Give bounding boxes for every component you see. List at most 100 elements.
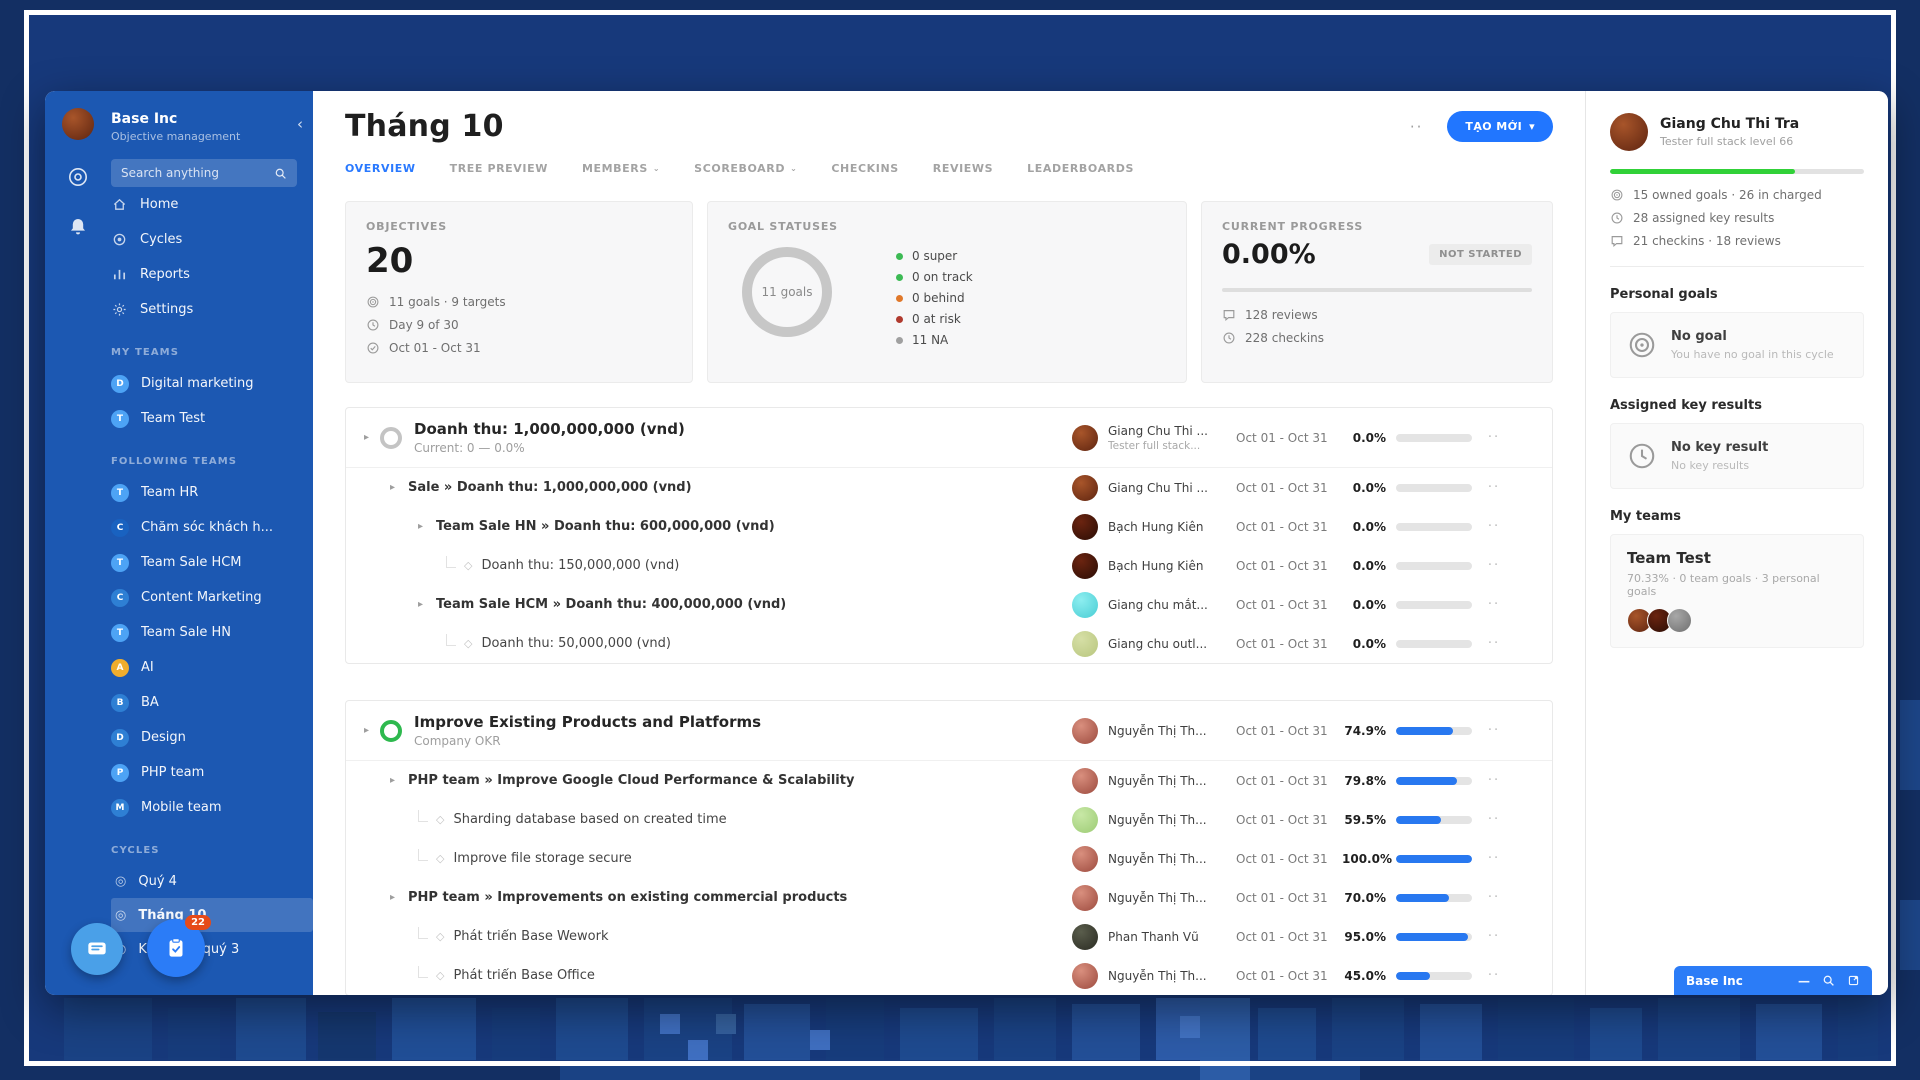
- background-block: [1900, 900, 1920, 970]
- search-input[interactable]: Search anything: [111, 159, 297, 187]
- sidebar-cycle-item[interactable]: ◎ Tháng 10: [111, 898, 313, 932]
- base-inc-dock[interactable]: Base Inc —: [1674, 966, 1872, 995]
- sidebar-team-item[interactable]: C Chăm sóc khách h...: [111, 510, 297, 545]
- goal-row[interactable]: ▸ PHP team » Improvements on existing com…: [346, 878, 1552, 917]
- progress-percent: 74.9%: [1344, 723, 1386, 738]
- row-menu-icon[interactable]: ··: [1487, 929, 1501, 944]
- row-menu-icon[interactable]: ··: [1487, 773, 1501, 788]
- sidebar-item-reports[interactable]: Reports: [111, 257, 297, 292]
- sidebar-menu: Base Inc Objective management ‹ Search a…: [111, 91, 313, 995]
- tab-leaderboards[interactable]: LEADERBOARDS: [1027, 162, 1134, 175]
- minimize-icon[interactable]: —: [1798, 973, 1810, 988]
- legend-item: 0 at risk: [896, 312, 973, 326]
- clock-icon: [1629, 443, 1655, 469]
- key-result-row[interactable]: ◇ Improve file storage secure Nguyễn Thị T…: [346, 839, 1552, 878]
- goal-row[interactable]: ▸ PHP team » Improve Google Cloud Perform…: [346, 761, 1552, 800]
- progress-percent: 0.0%: [1352, 519, 1386, 534]
- stat-row: Oct 01 - Oct 31: [366, 341, 672, 355]
- goal-row[interactable]: ▸ Team Sale HN » Doanh thu: 600,000,000 (…: [346, 507, 1552, 546]
- expand-arrow-icon[interactable]: ▸: [364, 432, 370, 443]
- sidebar-team-item[interactable]: T Team Test: [111, 401, 297, 436]
- team-member-avatars: [1627, 608, 1847, 633]
- user-avatar[interactable]: [1610, 113, 1648, 151]
- row-menu-icon[interactable]: ··: [1487, 812, 1501, 827]
- sidebar-cycle-item[interactable]: ◎Kế hoạch quý 3: [111, 932, 313, 966]
- row-menu-icon[interactable]: ··: [1487, 851, 1501, 866]
- key-result-row[interactable]: ◇ Doanh thu: 50,000,000 (vnd) Giang chu ou…: [346, 624, 1552, 663]
- goal-row[interactable]: ▸ Sale » Doanh thu: 1,000,000,000 (vnd) Gi…: [346, 468, 1552, 507]
- key-result-row[interactable]: ◇ Sharding database based on created time…: [346, 800, 1552, 839]
- expand-arrow-icon[interactable]: ▸: [390, 775, 396, 786]
- expand-arrow-icon[interactable]: ▸: [418, 599, 424, 610]
- expand-arrow-icon[interactable]: ▸: [418, 521, 424, 532]
- team-badge: B: [111, 693, 129, 712]
- tab-checkins[interactable]: CHECKINS: [831, 162, 898, 175]
- tab-members[interactable]: MEMBERS ⌄: [582, 162, 660, 175]
- expand-arrow-icon[interactable]: ▸: [364, 725, 370, 736]
- team-name: Team Test: [1627, 549, 1711, 567]
- background-block: [1332, 998, 1404, 1060]
- sidebar-item-home[interactable]: Home: [111, 187, 297, 222]
- sidebar-item-cycles[interactable]: Cycles: [111, 222, 297, 257]
- sidebar-team-item[interactable]: T Team Sale HCM: [111, 545, 297, 580]
- sidebar-team-item[interactable]: T Team HR: [111, 475, 297, 510]
- open-external-icon[interactable]: [1847, 974, 1860, 987]
- key-result-title: Phát triển Base Office: [453, 968, 595, 983]
- progress-percent: 59.5%: [1344, 812, 1386, 827]
- sidebar-item-settings[interactable]: Settings: [111, 292, 297, 327]
- chat-button[interactable]: [71, 923, 123, 975]
- sidebar-team-item[interactable]: P PHP team: [111, 755, 297, 790]
- notifications-bell-icon[interactable]: [67, 216, 89, 238]
- key-result-row[interactable]: ◇ Doanh thu: 150,000,000 (vnd) Bạch Hung K…: [346, 546, 1552, 585]
- row-menu-icon[interactable]: ··: [1487, 519, 1501, 534]
- org-name: Base Inc: [111, 111, 178, 127]
- sidebar-team-item[interactable]: M Mobile team: [111, 790, 297, 825]
- personal-goals-empty-card: No goal You have no goal in this cycle: [1610, 312, 1864, 378]
- sidebar-team-item[interactable]: B BA: [111, 685, 297, 720]
- row-menu-icon[interactable]: ··: [1487, 480, 1501, 495]
- tab-scoreboard[interactable]: SCOREBOARD ⌄: [694, 162, 797, 175]
- expand-arrow-icon[interactable]: ▸: [390, 892, 396, 903]
- create-new-button[interactable]: TẠO MỚI ▾: [1447, 111, 1553, 142]
- sidebar-team-item[interactable]: D Digital marketing: [111, 366, 297, 401]
- team-label: Team Test: [141, 411, 206, 426]
- row-menu-icon[interactable]: ··: [1487, 597, 1501, 612]
- row-menu-icon[interactable]: ··: [1487, 636, 1501, 651]
- row-menu-icon[interactable]: ··: [1487, 968, 1501, 983]
- team-card[interactable]: Team Test 70.33% · 0 team goals · 3 pers…: [1610, 534, 1864, 648]
- row-menu-icon[interactable]: ··: [1487, 558, 1501, 573]
- objective-row[interactable]: ▸ Doanh thu: 1,000,000,000 (vnd) Current: …: [346, 408, 1552, 468]
- tasks-button[interactable]: 22: [147, 915, 211, 977]
- background-block: [1420, 1004, 1482, 1060]
- collapse-sidebar-icon[interactable]: ‹: [297, 115, 303, 133]
- tab-tree-preview[interactable]: TREE PREVIEW: [450, 162, 548, 175]
- key-result-row[interactable]: ◇ Phát triển Base Office Nguyễn Thị Th... O…: [346, 956, 1552, 995]
- row-menu-icon[interactable]: ··: [1487, 723, 1501, 738]
- apps-icon[interactable]: [67, 166, 89, 188]
- background-block: [1498, 998, 1574, 1060]
- key-result-diamond-icon: ◇: [436, 852, 445, 865]
- team-label: PHP team: [141, 765, 205, 780]
- objective-row[interactable]: ▸ Improve Existing Products and Platforms…: [346, 701, 1552, 761]
- objective-text: Doanh thu: 1,000,000,000 (vnd) Current: 0…: [414, 420, 1060, 455]
- tab-reviews[interactable]: REVIEWS: [933, 162, 993, 175]
- goal-row[interactable]: ▸ Team Sale HCM » Doanh thu: 400,000,000 …: [346, 585, 1552, 624]
- sidebar-team-item[interactable]: C Content Marketing: [111, 580, 297, 615]
- sidebar-team-item[interactable]: D Design: [111, 720, 297, 755]
- key-result-row[interactable]: ◇ Phát triển Base Wework Phan Thanh Vũ Oct …: [346, 917, 1552, 956]
- tab-overview[interactable]: OVERVIEW: [345, 162, 416, 175]
- sidebar-team-item[interactable]: T Team Sale HN: [111, 615, 297, 650]
- search-icon[interactable]: [1822, 974, 1835, 987]
- sidebar: Base Inc Objective management ‹ Search a…: [45, 91, 313, 995]
- org-avatar[interactable]: [62, 108, 94, 140]
- progress-bar: [1396, 433, 1472, 442]
- date-range: Oct 01 - Oct 31: [1236, 597, 1328, 612]
- decorative-frame: [24, 10, 1896, 1066]
- expand-arrow-icon[interactable]: ▸: [390, 482, 396, 493]
- row-menu-icon[interactable]: ··: [1487, 430, 1501, 445]
- sidebar-team-item[interactable]: A AI: [111, 650, 297, 685]
- row-menu-icon[interactable]: ··: [1487, 890, 1501, 905]
- more-options-icon[interactable]: ··: [1409, 117, 1424, 136]
- status-donut-chart: 11 goals: [742, 247, 832, 337]
- sidebar-cycle-item[interactable]: ◎ Quý 4: [111, 864, 313, 898]
